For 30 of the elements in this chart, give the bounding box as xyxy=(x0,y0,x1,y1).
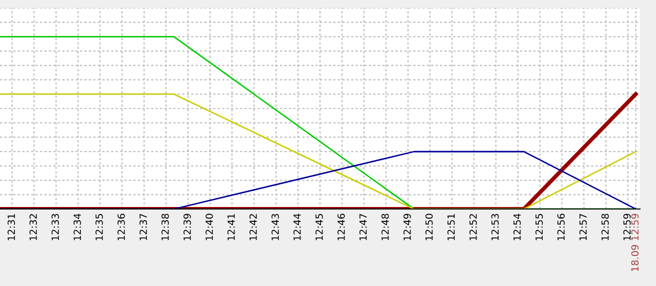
x-tick-label: 12:52 xyxy=(469,214,477,240)
x-tick-label: 12:32 xyxy=(30,214,37,240)
x-tick-label: 12:51 xyxy=(447,214,455,240)
x-tick-label: 12:58 xyxy=(601,214,609,240)
x-tick-label: 12:39 xyxy=(184,214,191,240)
x-tick-label: 12:56 xyxy=(557,214,565,240)
x-tick-label: 18.09 12:59 xyxy=(631,214,639,272)
x-tick-label: 12:43 xyxy=(272,214,279,240)
x-tick-label: 12:40 xyxy=(206,214,213,240)
x-tick-label: 12:31 xyxy=(8,214,15,240)
x-tick-label: 12:42 xyxy=(249,214,257,240)
x-tick-label: 12:57 xyxy=(579,214,587,240)
x-tick-label: 12:53 xyxy=(491,214,499,240)
x-tick-label: 12:41 xyxy=(227,214,235,240)
x-tick-label: 12:55 xyxy=(535,214,543,240)
x-tick-label: 12:44 xyxy=(293,214,301,240)
x-tick-label: 12:38 xyxy=(161,214,169,240)
x-tick-label: 12:59 xyxy=(623,214,631,240)
x-tick-label: 12:46 xyxy=(338,214,345,240)
x-tick-label: 12:47 xyxy=(359,214,367,240)
x-tick-label: 12:48 xyxy=(381,214,389,240)
x-tick-label: 12:54 xyxy=(513,214,521,240)
x-tick-label: 12:37 xyxy=(140,214,147,240)
x-tick-label: 12:50 xyxy=(425,214,433,240)
x-tick-label: 12:49 xyxy=(403,214,411,240)
x-tick-label: 12:34 xyxy=(74,214,81,240)
x-tick-label: 12:45 xyxy=(315,214,323,240)
x-tick-label: 12:36 xyxy=(118,214,125,240)
x-tick-label: 12:33 xyxy=(52,214,59,240)
x-tick-label: 12:35 xyxy=(95,214,103,240)
